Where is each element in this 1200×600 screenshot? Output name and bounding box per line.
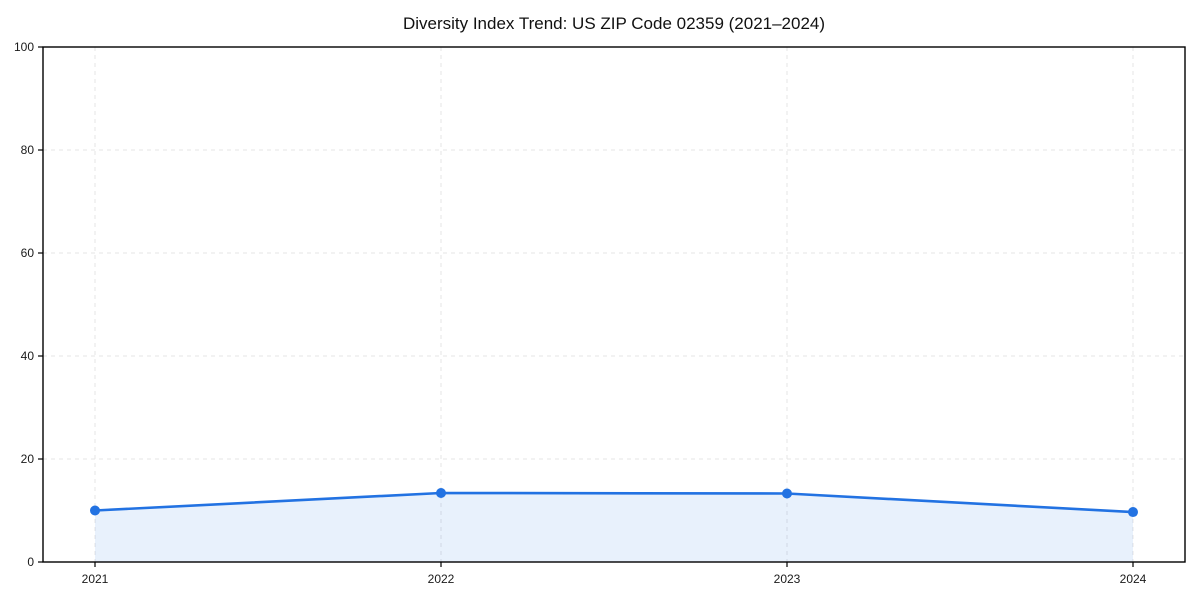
- data-point-2021: [90, 505, 100, 516]
- x-tick-label: 2021: [82, 572, 109, 586]
- y-tick-label: 0: [27, 555, 34, 569]
- area-fill: [95, 492, 1133, 562]
- y-tick-label: 100: [14, 40, 34, 54]
- trend-line: [93, 491, 1135, 514]
- x-tick-label: 2024: [1120, 572, 1147, 586]
- data-point-2023: [782, 488, 792, 499]
- y-tick-label: 80: [21, 143, 35, 157]
- data-point-2022: [436, 487, 446, 498]
- y-tick-label: 40: [21, 349, 35, 363]
- x-tick-label: 2022: [428, 572, 455, 586]
- y-tick-label: 20: [21, 452, 35, 466]
- axes-frame: [42, 46, 1186, 563]
- chart-title: Diversity Index Trend: US ZIP Code 02359…: [402, 14, 826, 33]
- data-point-2024: [1128, 507, 1138, 518]
- x-tick-label: 2023: [774, 572, 801, 586]
- y-tick-label: 60: [21, 246, 35, 260]
